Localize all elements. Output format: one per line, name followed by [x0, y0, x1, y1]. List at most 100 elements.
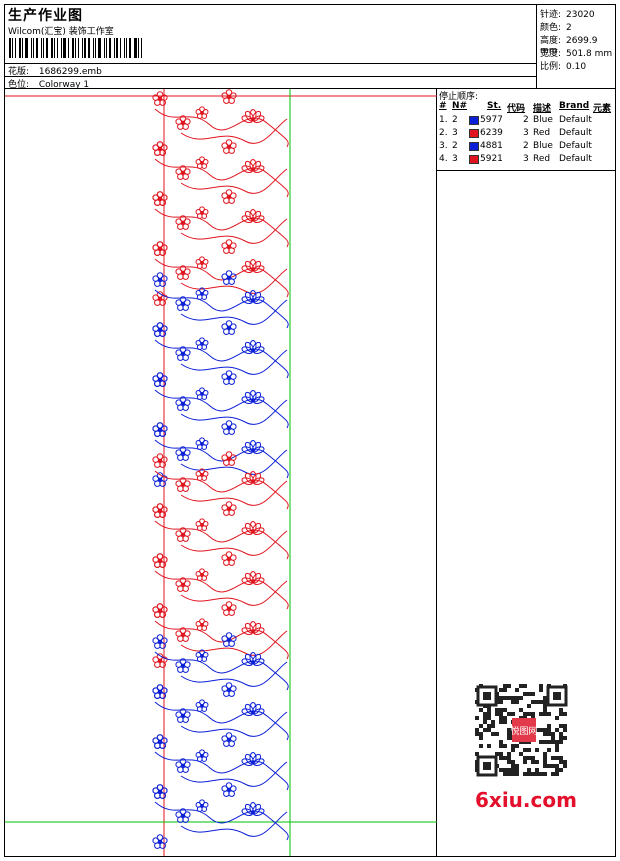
petal	[199, 437, 205, 444]
stop-row[interactable]: 1. 2 5977 2 Blue Default	[437, 115, 615, 128]
petal	[225, 239, 233, 246]
petal	[175, 530, 183, 537]
qr-module	[511, 748, 515, 752]
header-info-panel: 生产作业图 Wilcom(汇宝) 装饰工作室 花版: 1686299.emb 色…	[5, 5, 537, 90]
stat-scale: 比例: 0.10	[540, 59, 586, 72]
studio-name: Wilcom(汇宝) 装饰工作室	[8, 27, 114, 37]
qr-module	[551, 736, 555, 740]
qr-module	[519, 684, 523, 688]
fan-petal	[249, 521, 257, 533]
stop-stitches: 5921	[480, 154, 503, 164]
flower-center	[227, 457, 231, 461]
flower-center	[200, 442, 204, 446]
qr-finder-dot	[483, 692, 491, 700]
vine	[180, 349, 288, 375]
petal	[156, 272, 164, 279]
fan-petal	[249, 390, 257, 402]
petal	[199, 468, 205, 475]
flower-center	[200, 392, 204, 396]
petal	[221, 785, 229, 792]
petal	[156, 472, 164, 479]
petal	[195, 108, 202, 115]
petal	[159, 99, 166, 106]
petal	[199, 518, 205, 525]
petal	[179, 115, 187, 122]
qr-module	[507, 728, 511, 732]
vine	[154, 751, 289, 791]
qr-module	[559, 724, 563, 728]
petal	[156, 553, 164, 560]
stop-row[interactable]: 3. 2 4881 2 Blue Default	[437, 141, 615, 154]
vine	[154, 158, 289, 198]
petal	[159, 742, 166, 749]
qr-module	[555, 756, 559, 760]
flower-center	[158, 690, 162, 694]
stop-code: 3	[523, 128, 529, 138]
petal	[159, 299, 166, 306]
petal	[228, 147, 235, 154]
petal	[159, 692, 166, 699]
petal	[228, 378, 235, 385]
petal	[199, 206, 205, 213]
fan-petal	[249, 209, 257, 221]
qr-module	[507, 768, 511, 772]
vine	[154, 108, 289, 148]
petal	[156, 422, 164, 429]
petal	[175, 811, 183, 818]
petal	[195, 439, 202, 446]
flower-center	[158, 297, 162, 301]
stop-brand: Default	[559, 141, 592, 151]
petal	[156, 784, 164, 791]
flower-center	[227, 326, 231, 330]
qr-module	[483, 712, 487, 716]
qr-module	[487, 708, 491, 712]
petal	[159, 149, 166, 156]
stop-row[interactable]: 2. 3 6239 3 Red Default	[437, 128, 615, 141]
petal	[156, 191, 164, 198]
qr-module	[555, 772, 559, 776]
vine	[180, 761, 288, 787]
fan-petal	[252, 658, 265, 666]
qr-module	[523, 748, 527, 752]
col-header: N#	[452, 101, 468, 111]
petal	[195, 520, 202, 527]
stop-row[interactable]: 4. 3 5921 3 Red Default	[437, 154, 615, 167]
petal	[182, 173, 189, 180]
flower-center	[200, 261, 204, 265]
qr-module	[519, 708, 523, 712]
design-preview-canvas[interactable]	[5, 89, 437, 856]
qr-module	[511, 700, 515, 704]
petal	[228, 247, 235, 254]
petal	[195, 701, 202, 708]
motif-block	[152, 451, 289, 668]
petal	[225, 601, 233, 608]
qr-module	[547, 740, 551, 744]
flower-center	[227, 276, 231, 280]
qr-module	[543, 704, 547, 708]
petal	[152, 606, 160, 613]
qr-module	[515, 768, 519, 772]
qr-module	[507, 736, 511, 740]
petal	[159, 280, 166, 287]
flower-center	[227, 638, 231, 642]
petal	[175, 449, 183, 456]
flower-center	[181, 664, 185, 668]
qr-module	[551, 772, 555, 776]
vine	[180, 118, 288, 144]
fan-petal	[249, 471, 257, 483]
qr-module	[499, 752, 503, 756]
fan-petal	[249, 652, 257, 664]
qr-seal	[512, 718, 536, 742]
petal	[225, 189, 233, 196]
qr-module	[535, 768, 539, 772]
petal	[195, 289, 202, 296]
stat-label: 宽度:	[540, 49, 562, 59]
petal	[221, 323, 229, 330]
petal	[195, 570, 202, 577]
qr-module	[499, 744, 503, 748]
petal	[228, 459, 235, 466]
flower-center	[158, 278, 162, 282]
petal	[225, 370, 233, 377]
qr-module	[559, 736, 563, 740]
qr-module	[507, 684, 511, 688]
